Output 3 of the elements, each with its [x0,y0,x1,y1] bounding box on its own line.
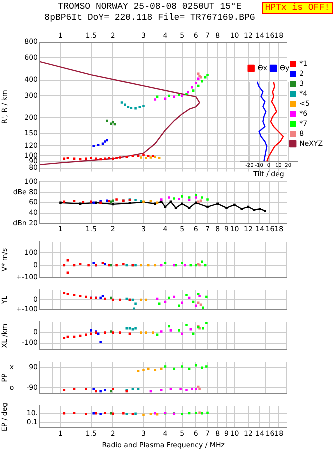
chart-title: TROMSO NORWAY 25-08-08 0250UT 15°E [58,2,242,12]
chart-subtitle: 8pBP6It DoY= 220.118 File= TR767169.BPG [44,13,256,24]
text: HPTx is OFF! [262,2,333,14]
